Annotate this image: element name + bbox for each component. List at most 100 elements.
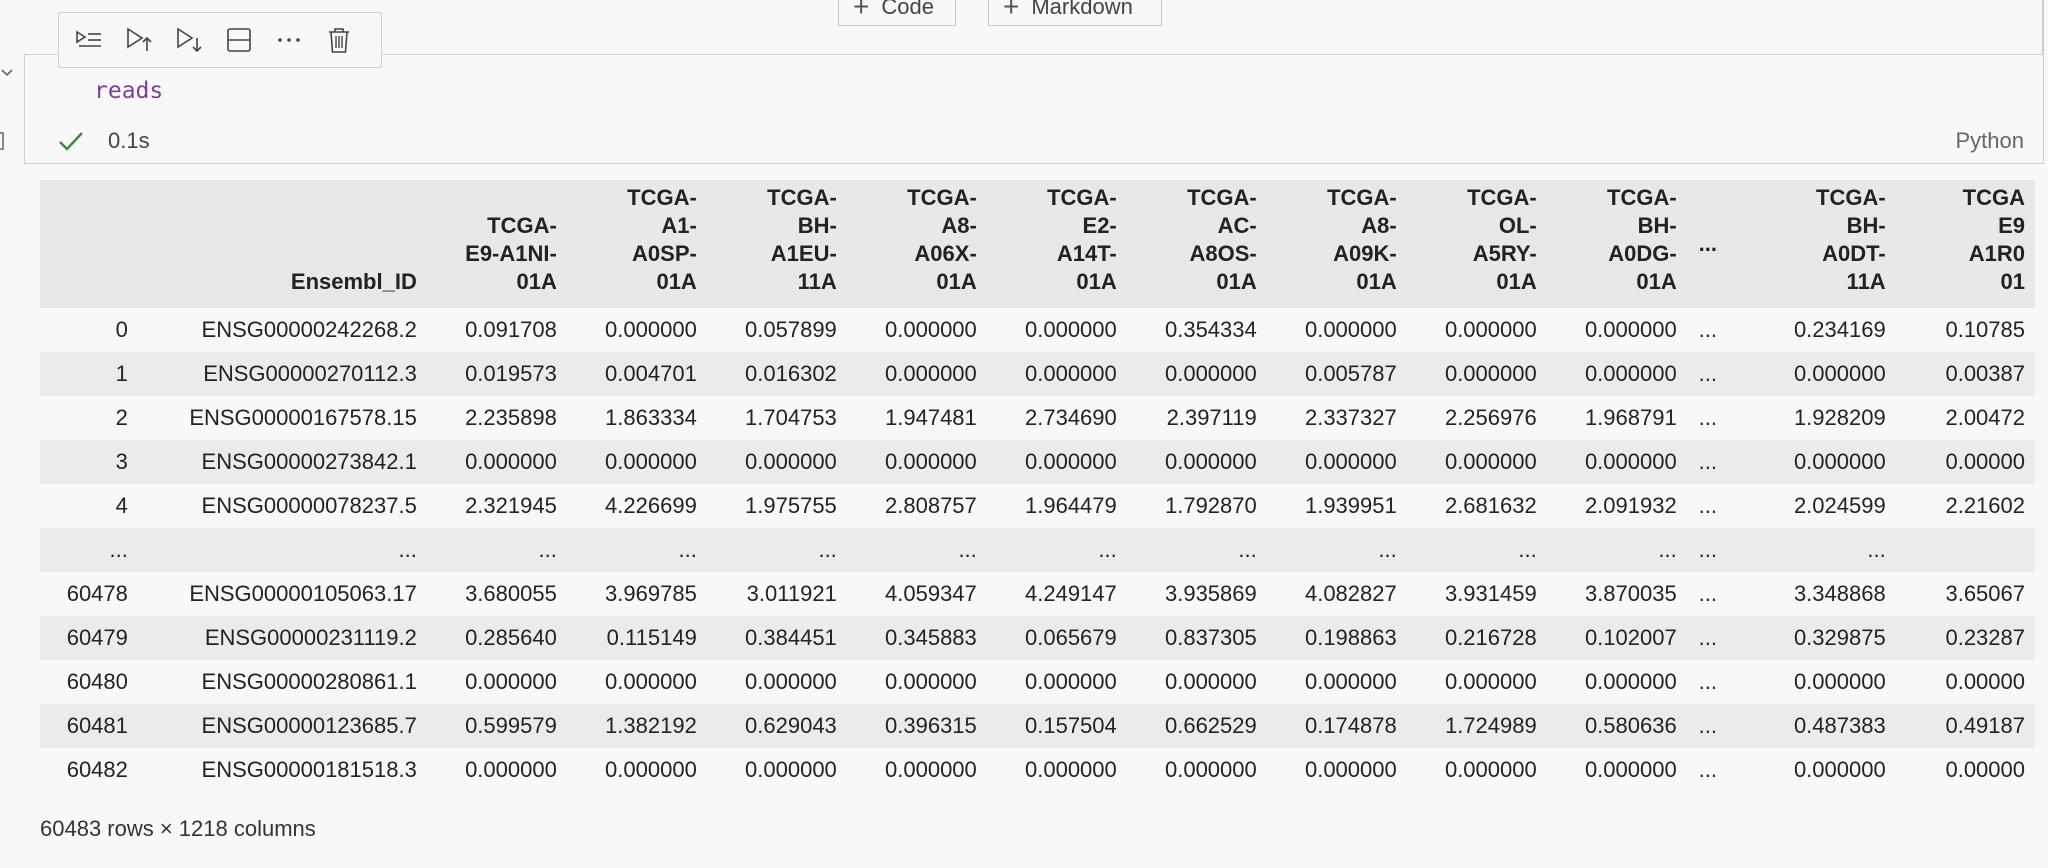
table-cell: 0.49187 xyxy=(1895,704,2035,748)
scrollbar-edge[interactable] xyxy=(2042,0,2048,60)
table-cell: 0.000000 xyxy=(706,440,847,484)
table-cell: 0.285640 xyxy=(426,616,567,660)
table-cell: 0.396315 xyxy=(846,704,987,748)
table-row: 60479 ENSG00000231119.2 0.285640 0.115149 0.… xyxy=(40,616,2035,660)
table-cell: 0.000000 xyxy=(1406,308,1547,352)
table-cell: 0.000000 xyxy=(986,308,1127,352)
table-cell: 0.00000 xyxy=(1895,748,2035,788)
table-cell: 0.000000 xyxy=(1406,660,1547,704)
index-header xyxy=(40,180,138,308)
table-cell: 1.724989 xyxy=(1406,704,1547,748)
dataframe-table: Ensembl_ID TCGA- E9-A1NI- 01A TCGA- A1- A0SP- 0… xyxy=(40,180,2035,788)
table-header-row: Ensembl_ID TCGA- E9-A1NI- 01A TCGA- A1- A0SP- 0… xyxy=(40,180,2035,308)
split-cell-button[interactable] xyxy=(217,18,261,62)
code-cell[interactable] xyxy=(24,54,2044,164)
table-cell: 0.000000 xyxy=(566,660,707,704)
kernel-language-label[interactable]: Python xyxy=(1955,128,2025,153)
table-cell: ENSG00000167578.15 xyxy=(137,396,427,440)
execution-order-indicator xyxy=(0,132,4,150)
column-ellipsis-cell: ... xyxy=(1686,440,1729,484)
table-cell: 0.000000 xyxy=(706,660,847,704)
add-markdown-cell-button[interactable]: + Markdown xyxy=(988,0,1162,26)
table-cell: 0.000000 xyxy=(1266,748,1407,788)
column-header: TCGA- A8- A09K- 01A xyxy=(1266,180,1407,308)
table-cell: 0.354334 xyxy=(1126,308,1267,352)
execute-above-button[interactable] xyxy=(117,18,161,62)
plus-icon: + xyxy=(853,0,870,22)
dataframe-output: Ensembl_ID TCGA- E9-A1NI- 01A TCGA- A1- A0SP- 0… xyxy=(40,180,2035,788)
table-cell: ... xyxy=(1406,528,1547,572)
table-cell: 0.091708 xyxy=(426,308,567,352)
table-cell: 2.397119 xyxy=(1126,396,1267,440)
code-editor[interactable]: reads xyxy=(94,78,164,104)
table-cell: 0.000000 xyxy=(1126,440,1267,484)
table-row: 2 ENSG00000167578.15 2.235898 1.863334 1.704… xyxy=(40,396,2035,440)
run-by-line-icon xyxy=(76,30,101,47)
add-code-cell-button[interactable]: + Code xyxy=(838,0,956,26)
table-cell: 3.348868 xyxy=(1728,572,1896,616)
table-cell: 0.00000 xyxy=(1895,660,2035,704)
table-cell: ENSG00000123685.7 xyxy=(137,704,427,748)
table-cell xyxy=(1895,528,2035,572)
table-cell: 1.382192 xyxy=(566,704,707,748)
table-cell: 0.000000 xyxy=(1728,352,1896,396)
table-cell: 0.10785 xyxy=(1895,308,2035,352)
execute-below-button[interactable] xyxy=(167,18,211,62)
row-index: 0 xyxy=(40,308,138,352)
dataframe-shape: 60483 rows × 1218 columns xyxy=(40,816,316,841)
table-cell: ... xyxy=(1126,528,1267,572)
execute-below-icon xyxy=(177,27,202,53)
table-cell: 0.000000 xyxy=(1728,440,1896,484)
table-cell: 2.734690 xyxy=(986,396,1127,440)
table-cell: 0.329875 xyxy=(1728,616,1896,660)
row-index: 60478 xyxy=(40,572,138,616)
table-cell: 3.935869 xyxy=(1126,572,1267,616)
column-header: TCGA- E2- A14T- 01A xyxy=(986,180,1127,308)
row-index: 60480 xyxy=(40,660,138,704)
column-ellipsis-cell: ... xyxy=(1686,616,1729,660)
table-cell: 0.000000 xyxy=(1728,660,1896,704)
table-cell: 2.321945 xyxy=(426,484,567,528)
table-cell: 1.792870 xyxy=(1126,484,1267,528)
table-cell: 0.000000 xyxy=(1266,440,1407,484)
table-cell: 4.082827 xyxy=(1266,572,1407,616)
table-cell: 0.662529 xyxy=(1126,704,1267,748)
table-cell: ... xyxy=(706,528,847,572)
table-cell: 0.000000 xyxy=(846,308,987,352)
table-cell: 1.968791 xyxy=(1546,396,1687,440)
column-header: TCGA- E9-A1NI- 01A xyxy=(426,180,567,308)
table-cell: 0.000000 xyxy=(1126,660,1267,704)
table-cell: 3.931459 xyxy=(1406,572,1547,616)
table-cell: 0.00000 xyxy=(1895,440,2035,484)
table-cell: 0.000000 xyxy=(846,748,987,788)
table-cell: 0.345883 xyxy=(846,616,987,660)
table-cell: 0.000000 xyxy=(566,308,707,352)
table-cell: 0.000000 xyxy=(1266,660,1407,704)
table-cell: 2.256976 xyxy=(1406,396,1547,440)
row-index: ... xyxy=(40,528,138,572)
table-cell: 0.000000 xyxy=(1406,440,1547,484)
table-cell: 0.000000 xyxy=(986,748,1127,788)
table-cell: ENSG00000181518.3 xyxy=(137,748,427,788)
table-cell: 0.000000 xyxy=(986,440,1127,484)
delete-cell-button[interactable] xyxy=(317,18,361,62)
table-cell: 0.000000 xyxy=(1546,660,1687,704)
table-cell: 0.000000 xyxy=(1266,308,1407,352)
plus-icon: + xyxy=(1003,0,1020,22)
table-cell: 0.000000 xyxy=(426,440,567,484)
more-icon xyxy=(278,38,300,42)
table-cell: 0.000000 xyxy=(1126,748,1267,788)
table-cell: ... xyxy=(137,528,427,572)
more-actions-button[interactable] xyxy=(267,18,311,62)
column-header: Ensembl_ID xyxy=(137,180,427,308)
table-row: 60482 ENSG00000181518.3 0.000000 0.000000 0.… xyxy=(40,748,2035,788)
table-cell: 0.102007 xyxy=(1546,616,1687,660)
column-ellipsis-cell: ... xyxy=(1686,748,1729,788)
table-cell: ... xyxy=(846,528,987,572)
table-cell: 2.808757 xyxy=(846,484,987,528)
run-by-line-button[interactable] xyxy=(67,18,111,62)
table-cell: ... xyxy=(1728,528,1896,572)
table-row: 60480 ENSG00000280861.1 0.000000 0.000000 0.… xyxy=(40,660,2035,704)
collapse-chevron-icon[interactable] xyxy=(0,66,14,80)
table-row: 60478 ENSG00000105063.17 3.680055 3.969785 3… xyxy=(40,572,2035,616)
